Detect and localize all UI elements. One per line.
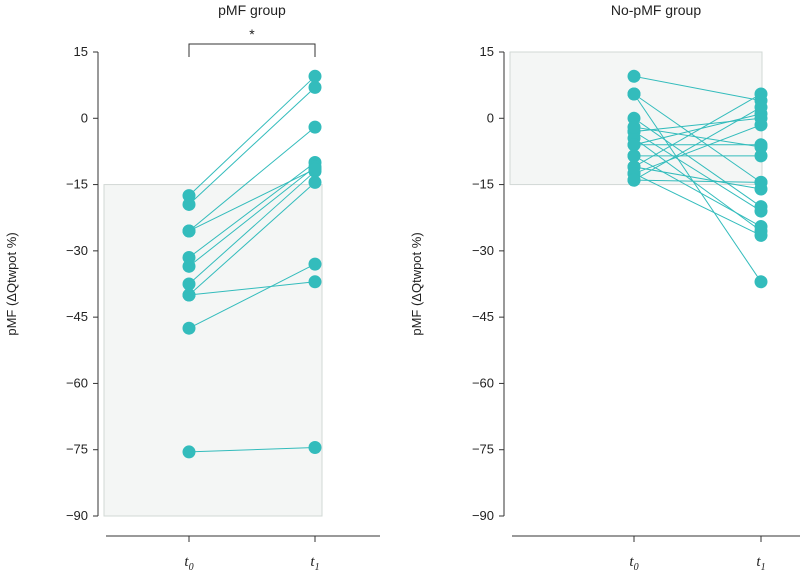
pair-line — [633, 173, 762, 236]
point-t1 — [754, 175, 768, 189]
y-tick-label: −15 — [472, 177, 494, 192]
shaded-region — [103, 184, 323, 517]
y-tick-label: −90 — [472, 508, 494, 523]
chart-title: pMF group — [218, 2, 286, 18]
x-tick-label: t0 — [184, 554, 193, 573]
pair-line — [188, 168, 316, 232]
point-t1 — [754, 275, 768, 289]
point-t0 — [182, 259, 196, 273]
point-t1 — [754, 118, 768, 132]
pair-line — [633, 126, 762, 148]
point-t0 — [627, 69, 641, 83]
y-tick-label: −30 — [472, 243, 494, 258]
point-t1 — [308, 162, 322, 176]
point-t1 — [754, 100, 768, 114]
pair-line — [633, 93, 762, 168]
point-t1 — [308, 175, 322, 189]
y-tick-label: −15 — [66, 177, 88, 192]
y-tick-label: 15 — [480, 44, 494, 59]
pair-line — [188, 447, 316, 453]
y-tick-label: 0 — [81, 110, 88, 125]
point-t1 — [754, 87, 768, 101]
y-axis-label: pMF (ΔQtwpot %) — [409, 232, 424, 335]
pair-line — [188, 75, 316, 196]
pair-line — [633, 179, 762, 183]
point-t1 — [754, 140, 768, 154]
point-t0 — [182, 445, 196, 459]
pair-line — [188, 170, 316, 285]
pair-line — [633, 117, 762, 133]
point-t0 — [182, 288, 196, 302]
point-t1 — [754, 228, 768, 242]
point-t1 — [308, 120, 322, 134]
point-t0 — [182, 197, 196, 211]
pair-line — [633, 93, 762, 183]
pair-line — [633, 117, 762, 208]
significance-bracket — [188, 43, 316, 57]
y-tick-label: −45 — [472, 309, 494, 324]
panel-1: pMF group 15 0 −15 −30 −45 −60 −75 −90 pMF (ΔQtwp… — [4, 2, 380, 573]
pair-line — [633, 93, 762, 283]
pair-line — [633, 124, 762, 174]
chart-title: No-pMF group — [611, 2, 701, 18]
pair-line — [188, 86, 316, 205]
point-t0 — [627, 138, 641, 152]
point-t1 — [308, 80, 322, 94]
point-t0 — [627, 149, 641, 163]
pair-line — [633, 166, 762, 190]
x-tick-label: t1 — [756, 554, 765, 573]
point-t1 — [754, 204, 768, 218]
y-tick-label: 0 — [487, 110, 494, 125]
y-tick-label: −45 — [66, 309, 88, 324]
y-tick-label: −75 — [66, 442, 88, 457]
y-tick-label: −90 — [66, 508, 88, 523]
y-tick-label: −30 — [66, 243, 88, 258]
point-t1 — [308, 257, 322, 271]
y-tick-label: −60 — [472, 375, 494, 390]
x-tick-label: t0 — [629, 554, 638, 573]
pair-line — [188, 126, 316, 232]
point-t0 — [627, 87, 641, 101]
y-tick-label: −75 — [472, 442, 494, 457]
point-t0 — [182, 277, 196, 291]
pair-line — [188, 263, 316, 329]
y-tick-label: −60 — [66, 375, 88, 390]
pair-line — [633, 106, 762, 181]
panel-2: No-pMF group 15 0 −15 −30 −45 −60 −75 −90 pMF (ΔQ… — [409, 2, 800, 573]
point-t0 — [182, 321, 196, 335]
point-t1 — [308, 275, 322, 289]
y-tick-label: 15 — [74, 44, 88, 59]
pair-line — [188, 281, 316, 296]
point-t0 — [627, 120, 641, 134]
point-t0 — [627, 173, 641, 187]
point-t0 — [182, 224, 196, 238]
point-t1 — [308, 441, 322, 455]
pair-line — [188, 181, 316, 296]
pair-line — [188, 166, 316, 267]
point-t1 — [308, 69, 322, 83]
y-axis-label: pMF (ΔQtwpot %) — [4, 232, 19, 335]
significance-marker: * — [249, 26, 255, 42]
pair-line — [633, 137, 762, 232]
x-tick-label: t1 — [310, 554, 319, 573]
pair-line — [188, 162, 316, 258]
pair-line — [633, 75, 762, 102]
